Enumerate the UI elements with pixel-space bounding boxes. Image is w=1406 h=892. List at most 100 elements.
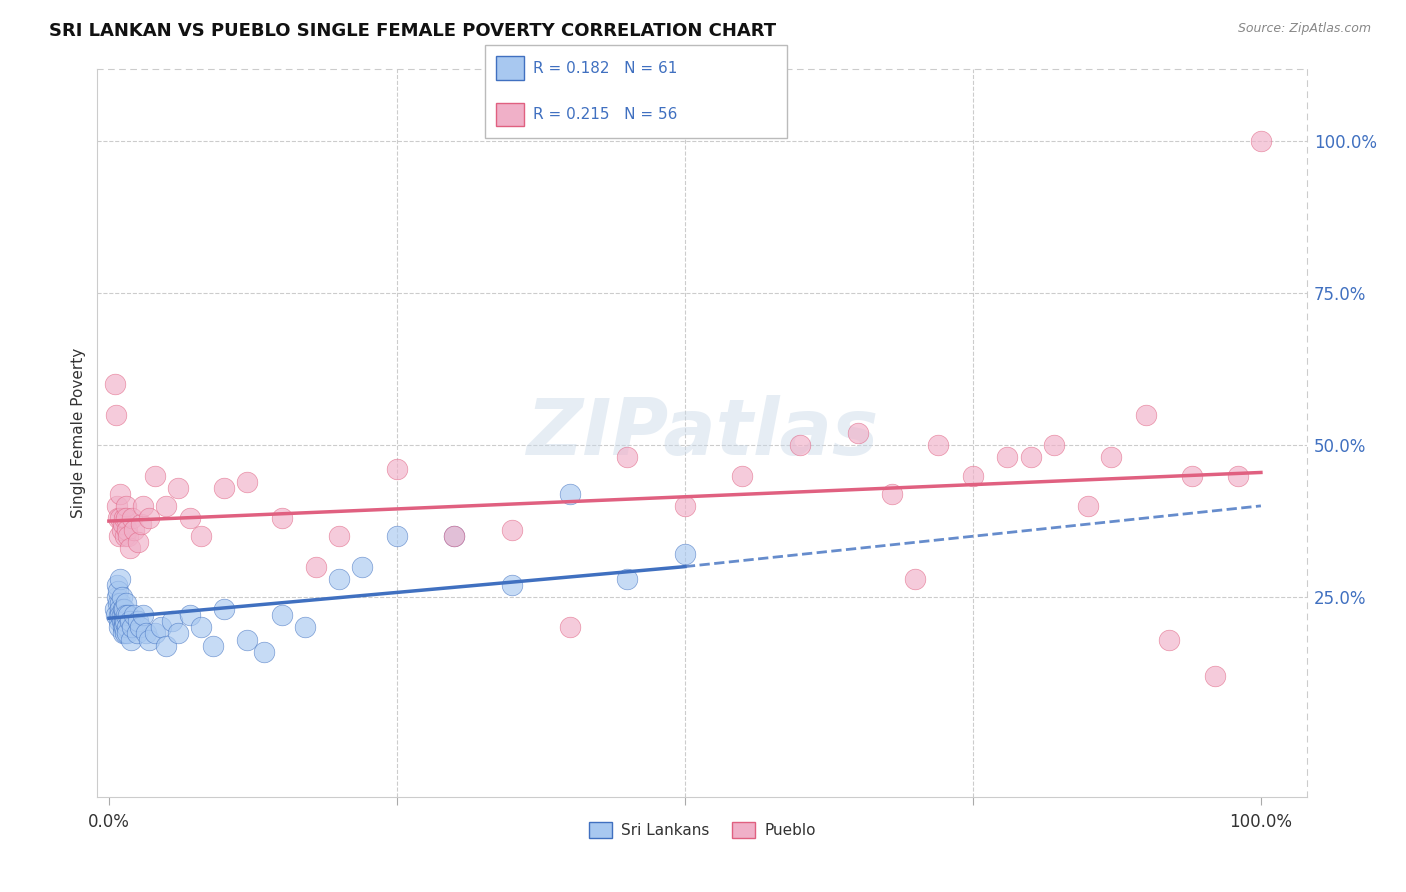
Text: R = 0.182   N = 61: R = 0.182 N = 61 [533, 61, 678, 76]
Point [129, 517, 152, 532]
Point [673, 499, 696, 513]
Point [190, 529, 212, 543]
Y-axis label: Single Female Poverty: Single Female Poverty [72, 348, 86, 518]
Point [270, 608, 292, 623]
Point [118, 615, 141, 629]
Point [236, 475, 259, 489]
Point [115, 499, 138, 513]
Point [443, 529, 465, 543]
Point [110, 596, 132, 610]
Point [294, 620, 316, 634]
Point [114, 615, 136, 629]
Point [129, 620, 152, 634]
Point [1019, 450, 1042, 465]
Point [789, 438, 811, 452]
Point [1226, 468, 1249, 483]
Point [111, 517, 134, 532]
Point [104, 602, 127, 616]
Point [1135, 408, 1157, 422]
Point [212, 481, 235, 495]
Point [155, 639, 177, 653]
Point [179, 608, 201, 623]
Point [138, 511, 160, 525]
Point [107, 511, 129, 525]
Point [112, 620, 135, 634]
Point [111, 626, 134, 640]
Point [501, 523, 523, 537]
Point [1181, 468, 1204, 483]
Point [616, 572, 638, 586]
Point [673, 548, 696, 562]
Point [132, 499, 155, 513]
Point [110, 523, 132, 537]
Point [110, 615, 132, 629]
Point [132, 608, 155, 623]
Point [143, 468, 166, 483]
Point [110, 608, 132, 623]
Point [253, 645, 276, 659]
Text: R = 0.215   N = 56: R = 0.215 N = 56 [533, 107, 678, 122]
Point [115, 608, 138, 623]
Point [385, 529, 408, 543]
Point [962, 468, 984, 483]
Point [104, 408, 127, 422]
Point [143, 626, 166, 640]
Point [118, 541, 141, 556]
Point [167, 481, 190, 495]
Point [107, 583, 129, 598]
Point [108, 615, 131, 629]
Point [190, 620, 212, 634]
Point [110, 572, 132, 586]
Point [117, 608, 139, 623]
Point [1042, 438, 1064, 452]
Point [328, 529, 350, 543]
Point [127, 535, 149, 549]
Point [105, 578, 128, 592]
Point [501, 578, 523, 592]
Point [125, 626, 148, 640]
Point [110, 511, 132, 525]
Point [108, 608, 131, 623]
Point [122, 523, 145, 537]
Point [121, 511, 143, 525]
Text: SRI LANKAN VS PUEBLO SINGLE FEMALE POVERTY CORRELATION CHART: SRI LANKAN VS PUEBLO SINGLE FEMALE POVER… [49, 22, 776, 40]
Point [352, 559, 374, 574]
Point [138, 632, 160, 647]
Point [121, 620, 143, 634]
Point [155, 499, 177, 513]
Point [104, 377, 127, 392]
Point [882, 487, 904, 501]
Point [112, 511, 135, 525]
Point [115, 511, 138, 525]
Point [122, 608, 145, 623]
Point [558, 487, 581, 501]
Point [127, 615, 149, 629]
Point [1204, 669, 1226, 683]
Point [270, 511, 292, 525]
Point [117, 626, 139, 640]
Point [114, 626, 136, 640]
Point [111, 602, 134, 616]
Point [117, 620, 139, 634]
Point [236, 632, 259, 647]
Point [305, 559, 328, 574]
Point [104, 608, 127, 623]
Point [1077, 499, 1099, 513]
Point [120, 632, 142, 647]
Point [111, 620, 134, 634]
Point [1099, 450, 1122, 465]
Point [114, 529, 136, 543]
Point [115, 596, 138, 610]
Text: Source: ZipAtlas.com: Source: ZipAtlas.com [1237, 22, 1371, 36]
Point [927, 438, 949, 452]
Point [112, 615, 135, 629]
Text: ZIPatlas: ZIPatlas [526, 395, 879, 471]
Point [149, 620, 172, 634]
Point [110, 608, 132, 623]
Point [443, 529, 465, 543]
Point [112, 608, 135, 623]
Point [997, 450, 1019, 465]
Point [616, 450, 638, 465]
Point [212, 602, 235, 616]
Point [1157, 632, 1180, 647]
